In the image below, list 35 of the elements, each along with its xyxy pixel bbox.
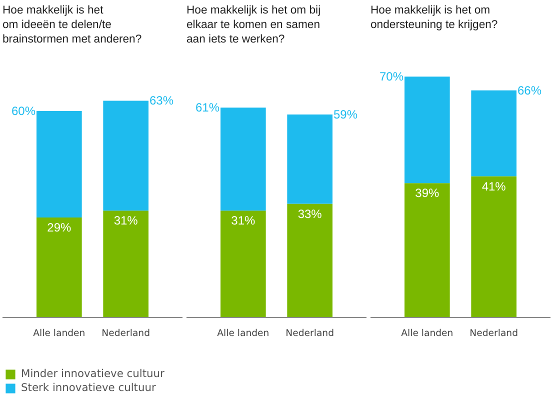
bar [287, 204, 332, 318]
x-tick-label: Alle landen [217, 328, 270, 340]
total-label: 59% [334, 107, 358, 122]
bar [287, 114, 332, 204]
data-label: 31% [114, 214, 138, 228]
bar [220, 210, 266, 318]
total-label: 66% [518, 83, 542, 98]
legend-label: Minder innovatieve cultuur [21, 367, 164, 380]
bar [404, 183, 450, 318]
data-label: 41% [482, 179, 506, 194]
x-tick-label: Alle landen [401, 328, 454, 340]
total-label: 63% [150, 94, 174, 108]
data-label: 31% [231, 214, 256, 228]
bar [471, 176, 516, 318]
chart-title: Hoe makkelijk is het om bij elkaar te komen en samen aan iets te werken? [186, 4, 321, 46]
total-label: 70% [379, 70, 404, 84]
x-tick-label: Nederland [102, 328, 150, 340]
chart-title: Hoe makkelijk is het om ondersteuning te krijgen? [370, 4, 498, 31]
bar [103, 100, 148, 211]
x-tick-label: Nederland [286, 328, 334, 340]
x-tick-label: Alle landen [33, 328, 86, 340]
total-label: 61% [195, 100, 220, 115]
bar [220, 108, 266, 211]
legend-label: Sterk innovatieve cultuur [21, 381, 156, 394]
bar [103, 210, 148, 318]
bar [404, 76, 450, 184]
bar [471, 90, 516, 176]
data-label: 39% [415, 186, 440, 200]
chart-title: Hoe makkelijk is het om ideeën te delen/te brainstormen met anderen? [2, 4, 142, 46]
x-tick-label: Nederland [470, 328, 518, 340]
total-label: 60% [11, 104, 36, 118]
bar [36, 111, 82, 218]
data-label: 33% [298, 206, 322, 221]
bar [36, 218, 82, 318]
data-label: 29% [47, 220, 72, 235]
